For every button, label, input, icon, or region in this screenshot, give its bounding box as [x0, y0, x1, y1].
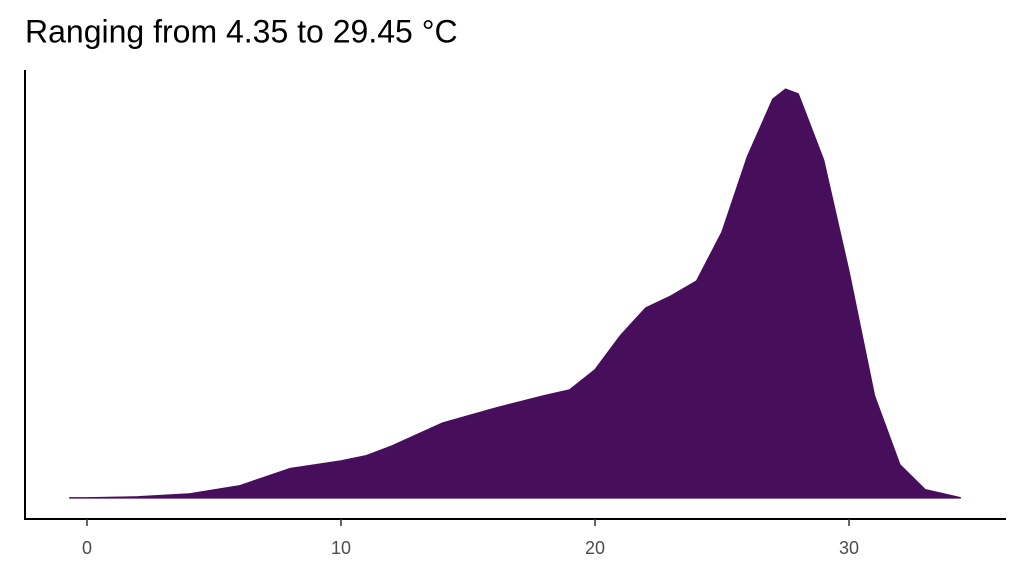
x-tick-label: 20 [585, 538, 605, 558]
density-area [69, 88, 961, 499]
x-tick-label: 10 [331, 538, 351, 558]
chart-title: Ranging from 4.35 to 29.45 °C [25, 13, 458, 49]
x-tick-label: 30 [839, 538, 859, 558]
x-tick-label: 0 [82, 538, 92, 558]
